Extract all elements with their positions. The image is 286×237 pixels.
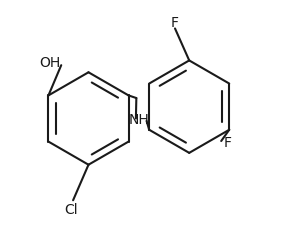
Text: OH: OH: [39, 56, 60, 70]
Text: F: F: [171, 15, 179, 30]
Text: NH: NH: [129, 113, 150, 127]
Text: Cl: Cl: [64, 203, 78, 217]
Text: F: F: [223, 136, 231, 150]
